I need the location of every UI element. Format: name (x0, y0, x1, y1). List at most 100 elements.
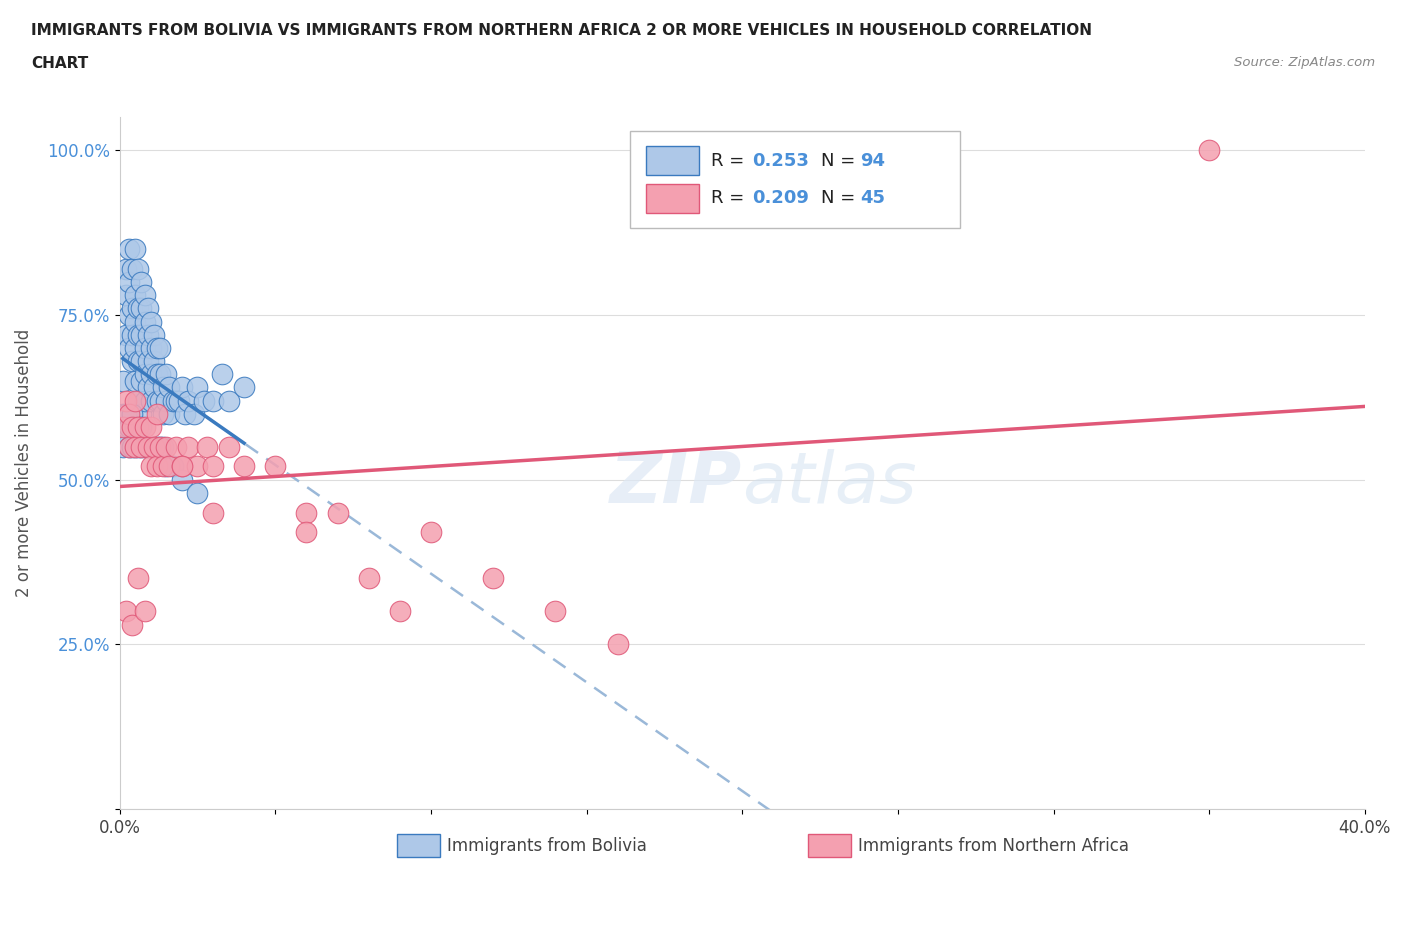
Point (121, 439, 143, 454)
Point (544, 604, 567, 618)
Point (127, 419, 149, 434)
Point (149, 340, 172, 355)
Point (124, 287, 146, 302)
Point (295, 525, 318, 539)
Point (1198, 143, 1220, 158)
Point (155, 366, 177, 381)
Point (186, 459, 208, 474)
Point (121, 419, 143, 434)
Point (149, 366, 172, 381)
Point (124, 393, 146, 408)
Point (155, 459, 177, 474)
Point (127, 393, 149, 408)
Point (195, 439, 218, 454)
Text: N =: N = (821, 152, 860, 170)
Point (170, 459, 193, 474)
Point (142, 439, 165, 454)
Point (139, 439, 162, 454)
Point (134, 340, 156, 355)
Point (139, 419, 162, 434)
Text: 45: 45 (860, 189, 886, 207)
Point (139, 393, 162, 408)
Point (155, 439, 177, 454)
Point (357, 571, 380, 586)
Point (131, 373, 153, 388)
Point (152, 459, 174, 474)
Point (127, 327, 149, 342)
Point (177, 439, 200, 454)
Point (124, 314, 146, 329)
Point (155, 393, 177, 408)
Point (134, 287, 156, 302)
Point (201, 393, 224, 408)
Point (121, 618, 143, 632)
Point (115, 604, 138, 618)
Point (111, 373, 134, 388)
Point (162, 393, 184, 408)
Point (115, 261, 138, 276)
Text: Immigrants from Bolivia: Immigrants from Bolivia (447, 837, 647, 855)
Point (136, 439, 159, 454)
Point (124, 242, 146, 257)
Point (170, 380, 193, 395)
Text: IMMIGRANTS FROM BOLIVIA VS IMMIGRANTS FROM NORTHERN AFRICA 2 OR MORE VEHICLES IN: IMMIGRANTS FROM BOLIVIA VS IMMIGRANTS FR… (31, 23, 1092, 38)
Point (201, 459, 224, 474)
Point (157, 459, 180, 474)
Point (157, 380, 180, 395)
Point (146, 366, 169, 381)
Point (165, 393, 187, 408)
Point (146, 393, 169, 408)
Point (127, 419, 149, 434)
Point (115, 327, 138, 342)
Point (134, 314, 156, 329)
Point (134, 366, 156, 381)
FancyBboxPatch shape (647, 184, 699, 213)
Point (118, 419, 141, 434)
Point (170, 459, 193, 474)
Point (177, 393, 200, 408)
Text: Immigrants from Northern Africa: Immigrants from Northern Africa (858, 837, 1129, 855)
Point (111, 439, 134, 454)
Text: 0.209: 0.209 (752, 189, 808, 207)
Point (152, 406, 174, 421)
Point (142, 380, 165, 395)
Point (118, 406, 141, 421)
Point (152, 380, 174, 395)
Point (115, 419, 138, 434)
Point (170, 472, 193, 487)
Point (134, 439, 156, 454)
Point (115, 406, 138, 421)
Point (127, 353, 149, 368)
Point (127, 261, 149, 276)
Point (124, 340, 146, 355)
Point (326, 505, 349, 520)
Point (124, 373, 146, 388)
Text: 94: 94 (860, 152, 886, 170)
Point (174, 406, 197, 421)
Point (131, 419, 153, 434)
Point (186, 380, 208, 395)
Point (118, 340, 141, 355)
Point (115, 287, 138, 302)
Point (186, 485, 208, 500)
Point (136, 301, 159, 316)
Point (201, 505, 224, 520)
Point (149, 439, 172, 454)
Point (134, 419, 156, 434)
Point (131, 274, 153, 289)
Point (111, 406, 134, 421)
Point (419, 525, 441, 539)
Point (139, 366, 162, 381)
Point (118, 439, 141, 454)
Point (233, 459, 256, 474)
Point (118, 274, 141, 289)
Point (115, 393, 138, 408)
Point (118, 242, 141, 257)
Point (139, 314, 162, 329)
Point (295, 505, 318, 520)
Point (146, 439, 169, 454)
Point (388, 604, 411, 618)
Point (183, 406, 205, 421)
Point (121, 406, 143, 421)
Point (131, 439, 153, 454)
